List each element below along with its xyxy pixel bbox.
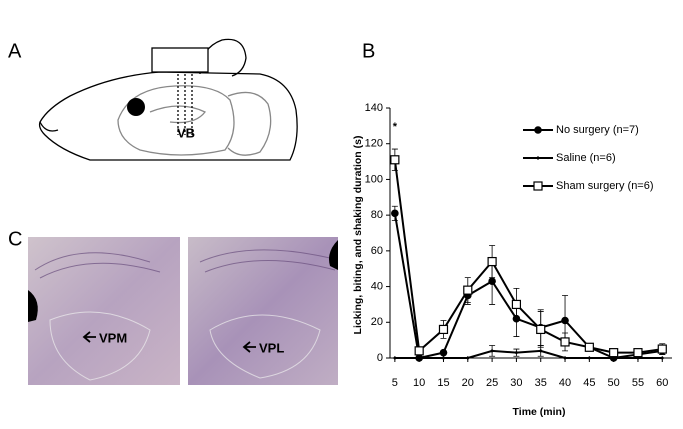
marker (563, 356, 568, 360)
chart: 0 20 40 60 80 100 120 140 5 10 15 20 25 30 35 40 45 50 55 6… (352, 102, 672, 418)
arrow (242, 341, 256, 353)
x-tick-label: 15 (437, 377, 449, 389)
x-tick-label: 45 (583, 377, 595, 389)
y-tick-label: 0 (377, 352, 383, 364)
marker (538, 348, 543, 353)
marker (587, 356, 592, 360)
x-tick-label: 30 (510, 377, 522, 389)
y-tick-label: 40 (371, 280, 383, 292)
marker (609, 348, 619, 358)
marker (633, 348, 643, 358)
marker (533, 181, 543, 191)
x-axis-label: Time (min) (513, 406, 566, 418)
marker (414, 346, 424, 356)
legend-label: No surgery (n=7) (556, 124, 639, 136)
y-axis-label: Licking, biting, and shaking duration (s… (352, 136, 364, 335)
y-tick-label: 140 (365, 102, 383, 114)
legend-label: Sham surgery (n=6) (556, 180, 654, 192)
x-tick-label: 20 (462, 377, 474, 389)
marker (463, 285, 473, 295)
marker (534, 126, 542, 134)
x-tick-label: 60 (656, 377, 668, 389)
marker (561, 316, 569, 325)
marker (660, 356, 665, 360)
marker (487, 256, 497, 267)
diagram-label: VB (177, 125, 195, 140)
marker (441, 356, 446, 360)
marker (657, 344, 667, 354)
y-tick-label: 120 (365, 138, 383, 150)
diagram-label: VPL (259, 340, 284, 355)
legend-label: Saline (n=6) (556, 152, 616, 164)
eye (127, 98, 145, 116)
histology-image (188, 237, 338, 385)
x-tick-label: 55 (632, 377, 644, 389)
panel-label: A (8, 40, 22, 62)
histology-edge (28, 290, 38, 322)
panel-label: C (8, 228, 22, 250)
marker (488, 277, 496, 286)
marker (439, 348, 448, 357)
marker (390, 155, 400, 165)
rat-diagram (38, 38, 298, 161)
panel-label: B (362, 40, 375, 62)
x-tick-label: 5 (392, 377, 398, 389)
histology-image (28, 237, 180, 385)
x-tick-label: 25 (486, 377, 498, 389)
y-tick-label: 100 (365, 173, 383, 185)
marker (511, 299, 522, 310)
x-tick-label: 50 (608, 377, 620, 389)
marker (417, 356, 422, 360)
marker (438, 324, 449, 335)
marker (584, 342, 594, 352)
marker (514, 350, 519, 355)
marker (536, 324, 546, 335)
marker (465, 356, 470, 360)
diagram-label: VPM (99, 330, 127, 345)
arrow (82, 331, 96, 343)
x-tick-label: 40 (559, 377, 571, 389)
marker (392, 356, 397, 360)
y-tick-label: 80 (371, 209, 383, 221)
series-line (394, 349, 663, 359)
x-tick-label: 35 (535, 377, 547, 389)
annotation: * (393, 121, 398, 133)
marker (536, 156, 540, 160)
y-tick-label: 20 (371, 316, 383, 328)
marker (490, 348, 495, 353)
histology-structures (34, 249, 336, 381)
x-tick-label: 10 (413, 377, 425, 389)
histology-edge (329, 240, 338, 270)
y-tick-label: 60 (371, 245, 383, 257)
marker (391, 209, 399, 218)
marker (560, 337, 570, 347)
